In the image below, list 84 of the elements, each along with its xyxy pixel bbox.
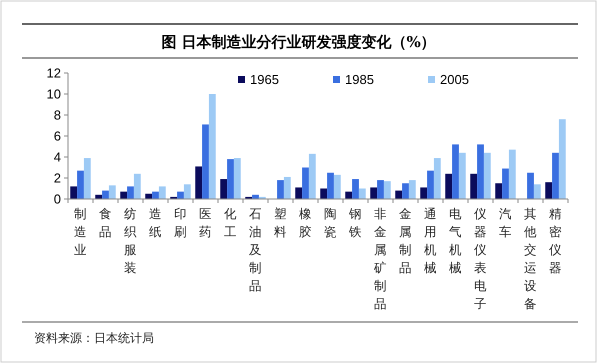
bar bbox=[384, 181, 391, 199]
bar bbox=[402, 183, 409, 199]
bar bbox=[77, 170, 84, 199]
legend-label: 1965 bbox=[250, 72, 279, 87]
bar bbox=[102, 190, 109, 199]
x-tick-label: 电气机械 bbox=[449, 206, 462, 275]
bar bbox=[284, 176, 291, 199]
y-tick-label: 10 bbox=[46, 86, 61, 102]
chart-title: 图 日本制造业分行业研发强度变化（%） bbox=[161, 33, 436, 51]
x-tick-label: 化工 bbox=[224, 206, 237, 239]
bar bbox=[108, 185, 116, 199]
legend-label: 2005 bbox=[440, 72, 469, 87]
bar bbox=[334, 174, 341, 199]
y-tick-label: 0 bbox=[54, 192, 61, 207]
bar bbox=[120, 192, 128, 199]
bar bbox=[420, 187, 428, 199]
bar bbox=[220, 179, 228, 199]
x-tick-label: 橡胶 bbox=[299, 206, 312, 239]
bar bbox=[70, 186, 78, 199]
bar bbox=[377, 180, 384, 199]
bar bbox=[277, 180, 284, 199]
bar bbox=[452, 144, 459, 199]
bar bbox=[352, 179, 359, 199]
legend-label: 1985 bbox=[345, 72, 374, 87]
bar bbox=[134, 174, 141, 199]
bar bbox=[508, 150, 516, 199]
bar bbox=[495, 183, 502, 199]
y-tick-label: 12 bbox=[46, 66, 61, 81]
x-tick-label: 其他交运设备 bbox=[524, 206, 537, 311]
bar bbox=[208, 94, 216, 199]
bar bbox=[308, 154, 316, 199]
bar bbox=[534, 184, 541, 199]
x-tick-label: 精密仪器 bbox=[549, 206, 562, 275]
bar bbox=[484, 152, 491, 199]
x-tick-label: 印刷 bbox=[174, 206, 187, 239]
x-tick-label: 造纸 bbox=[149, 206, 162, 239]
bar bbox=[395, 190, 402, 199]
bar bbox=[184, 184, 191, 199]
bar bbox=[458, 152, 466, 199]
bar bbox=[358, 188, 366, 199]
bar bbox=[370, 187, 378, 199]
bar bbox=[234, 158, 241, 199]
bar bbox=[552, 152, 559, 199]
bar bbox=[345, 192, 352, 199]
x-tick-label: 钢铁 bbox=[348, 206, 362, 239]
bar bbox=[84, 158, 91, 199]
bar bbox=[320, 188, 328, 199]
bar bbox=[195, 166, 202, 199]
text: 资料来源：日本统计局 bbox=[34, 331, 154, 345]
x-tick-label: 通用机械 bbox=[424, 206, 437, 275]
bar bbox=[527, 172, 534, 199]
x-tick-label: 医药 bbox=[199, 206, 212, 239]
bar bbox=[470, 174, 478, 199]
y-tick-label: 2 bbox=[54, 170, 61, 186]
y-tick-label: 4 bbox=[54, 150, 61, 165]
x-tick-label: 陶瓷 bbox=[324, 206, 337, 239]
bar bbox=[127, 186, 134, 199]
bar bbox=[302, 168, 309, 199]
y-tick-label: 6 bbox=[54, 128, 61, 144]
x-tick-label: 仪器仪表电子 bbox=[474, 206, 487, 311]
x-tick-label: 纺织服装 bbox=[124, 206, 137, 275]
bar bbox=[202, 124, 209, 199]
x-tick-label: 食品 bbox=[99, 206, 112, 239]
bar bbox=[445, 174, 452, 199]
bar bbox=[177, 192, 184, 199]
bar bbox=[427, 170, 434, 199]
x-tick-label: 石油及制品 bbox=[249, 206, 262, 293]
bar bbox=[158, 186, 166, 199]
x-tick-label: 塑料 bbox=[274, 206, 287, 239]
bar bbox=[295, 187, 302, 199]
bar bbox=[152, 192, 159, 199]
bar bbox=[558, 119, 566, 199]
bar bbox=[227, 159, 234, 199]
bar bbox=[502, 168, 509, 199]
bar bbox=[545, 182, 552, 199]
bar bbox=[477, 144, 484, 199]
bar bbox=[327, 172, 334, 199]
y-tick-label: 8 bbox=[54, 108, 61, 123]
bar bbox=[408, 180, 416, 199]
bar bbox=[434, 158, 441, 199]
x-tick-label: 汽车 bbox=[499, 206, 512, 239]
x-tick-label: 非金属矿制品 bbox=[373, 206, 387, 311]
x-tick-label: 金属制品 bbox=[399, 206, 412, 275]
x-tick-label: 制造业 bbox=[74, 206, 87, 257]
